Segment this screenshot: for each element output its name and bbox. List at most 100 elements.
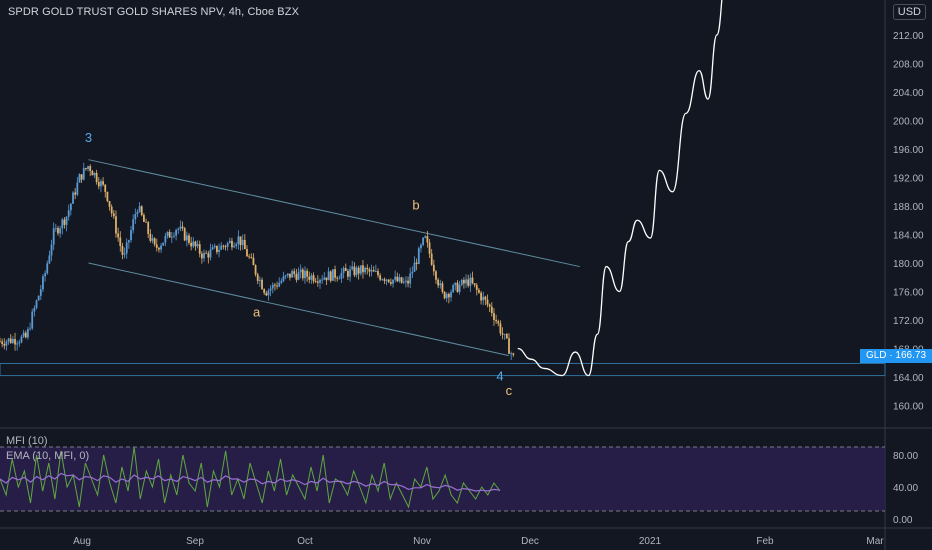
candle-body	[50, 244, 53, 256]
price-tick-label: 212.00	[893, 31, 924, 42]
candle-body	[299, 269, 302, 273]
ema-label[interactable]: EMA (10, MFI, 0)	[6, 450, 90, 462]
candle-body	[153, 238, 156, 245]
candle-body	[396, 276, 399, 282]
candle-body	[394, 276, 397, 280]
candle-body	[59, 228, 62, 234]
candle-body	[372, 270, 375, 272]
candle-body	[44, 273, 47, 277]
candle-body	[200, 253, 203, 259]
candle-body	[340, 272, 343, 279]
candle-body	[248, 256, 251, 258]
candle-body	[112, 213, 115, 217]
candle-body	[424, 236, 427, 238]
candle-body	[463, 279, 465, 284]
candle-body	[389, 282, 392, 284]
candle-body	[52, 228, 55, 245]
candle-body	[100, 181, 102, 187]
candle-body	[222, 245, 225, 247]
candle-body	[505, 334, 508, 339]
candle-body	[46, 263, 49, 274]
candle-body	[321, 279, 324, 281]
candle-body	[387, 279, 390, 283]
candle-body	[510, 353, 513, 355]
candle-body	[164, 235, 167, 243]
candle-body	[27, 329, 29, 338]
candle-body	[9, 338, 12, 343]
candle-body	[312, 275, 315, 282]
candle-body	[65, 216, 68, 225]
candle-body	[151, 238, 154, 241]
candle-body	[5, 341, 8, 346]
candle-body	[265, 292, 268, 296]
candle-body	[289, 273, 291, 278]
candle-body	[117, 233, 120, 238]
price-tick-label: 164.00	[893, 373, 924, 384]
candle-body	[488, 304, 491, 307]
candle-body	[252, 257, 255, 266]
candle-body	[213, 245, 216, 248]
candle-body	[484, 296, 487, 300]
candle-body	[235, 244, 238, 247]
candle-body	[254, 265, 257, 275]
candle-body	[130, 230, 132, 241]
candle-body	[132, 219, 135, 231]
candle-body	[323, 277, 326, 280]
candle-body	[162, 242, 165, 246]
candle-body	[503, 334, 506, 335]
candle-body	[0, 341, 1, 343]
candle-body	[465, 279, 467, 284]
candle-body	[258, 279, 261, 281]
price-tick-label: 176.00	[893, 288, 924, 299]
candle-body	[473, 283, 476, 286]
candle-body	[183, 228, 186, 241]
candle-body	[263, 289, 266, 293]
candle-body	[239, 236, 242, 246]
candle-body	[310, 275, 313, 280]
candle-body	[243, 239, 246, 250]
candle-body	[37, 295, 40, 301]
candle-body	[467, 279, 470, 286]
candle-body	[351, 266, 354, 270]
candle-body	[349, 269, 351, 277]
candle-body	[306, 270, 309, 277]
candle-body	[216, 245, 218, 253]
candle-body	[422, 237, 424, 245]
candle-body	[329, 271, 332, 281]
candle-body	[407, 280, 409, 284]
candle-body	[325, 277, 328, 281]
wave-label: a	[253, 304, 261, 319]
candle-body	[173, 235, 175, 237]
mfi-label[interactable]: MFI (10)	[6, 435, 48, 447]
candle-body	[274, 284, 276, 286]
price-tick-label: 184.00	[893, 231, 924, 242]
candle-body	[125, 242, 128, 254]
candle-body	[104, 184, 107, 192]
candle-body	[80, 174, 83, 180]
candle-body	[304, 270, 306, 279]
time-tick-label: Nov	[413, 536, 431, 547]
mfi-tick-label: 80.00	[893, 451, 918, 462]
time-tick-label: Aug	[73, 536, 91, 547]
candle-body	[319, 279, 321, 283]
currency-button[interactable]: USD	[892, 4, 926, 20]
mfi-tick-label: 40.00	[893, 483, 918, 494]
candle-body	[499, 323, 502, 334]
candle-body	[48, 255, 51, 264]
candle-body	[196, 244, 199, 247]
candle-body	[198, 244, 201, 254]
candle-body	[192, 241, 195, 247]
candle-body	[282, 276, 285, 281]
candle-body	[181, 226, 184, 229]
candle-body	[402, 281, 405, 283]
candle-body	[205, 252, 208, 254]
candle-body	[420, 244, 422, 249]
candle-body	[175, 230, 178, 236]
candle-body	[286, 273, 289, 276]
candle-body	[7, 338, 10, 342]
candle-body	[211, 247, 214, 250]
candle-body	[374, 271, 377, 272]
candle-body	[1, 341, 4, 345]
candle-body	[57, 228, 59, 234]
